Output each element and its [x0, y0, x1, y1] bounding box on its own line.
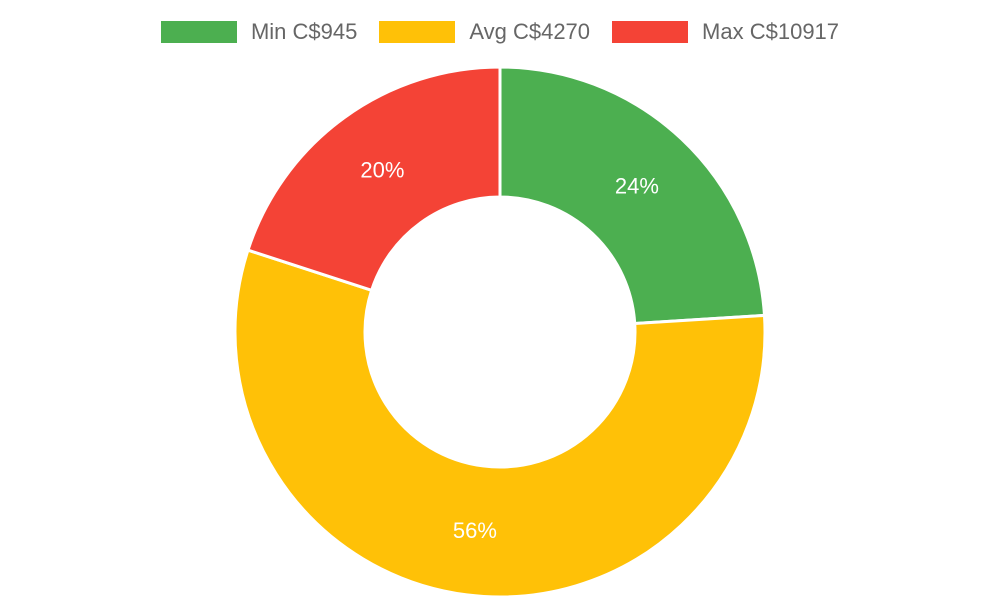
legend-label-avg: Avg C$4270 — [469, 19, 591, 44]
doughnut-value-labels: 24% 56% 20% — [360, 158, 659, 543]
slice-max[interactable] — [246, 65, 502, 293]
doughnut-slices — [233, 65, 767, 599]
legend-item-min[interactable]: Min C$945 — [160, 18, 358, 46]
slice-label-avg: 56% — [453, 518, 497, 543]
slice-avg[interactable] — [233, 248, 767, 599]
slice-label-max: 20% — [360, 158, 404, 183]
slice-min[interactable] — [498, 65, 767, 326]
legend-label-max: Max C$10917 — [702, 19, 840, 44]
legend-swatch-max — [612, 21, 689, 43]
legend-item-avg[interactable]: Avg C$4270 — [379, 18, 590, 46]
legend-label-min: Min C$945 — [250, 19, 358, 44]
legend-item-max[interactable]: Max C$10917 — [612, 18, 839, 46]
legend-swatch-min — [160, 21, 237, 43]
slice-label-min: 24% — [615, 174, 659, 199]
chart-legend: Min C$945 Avg C$4270 Max C$10917 — [0, 18, 1000, 46]
legend-swatch-avg — [379, 21, 456, 43]
